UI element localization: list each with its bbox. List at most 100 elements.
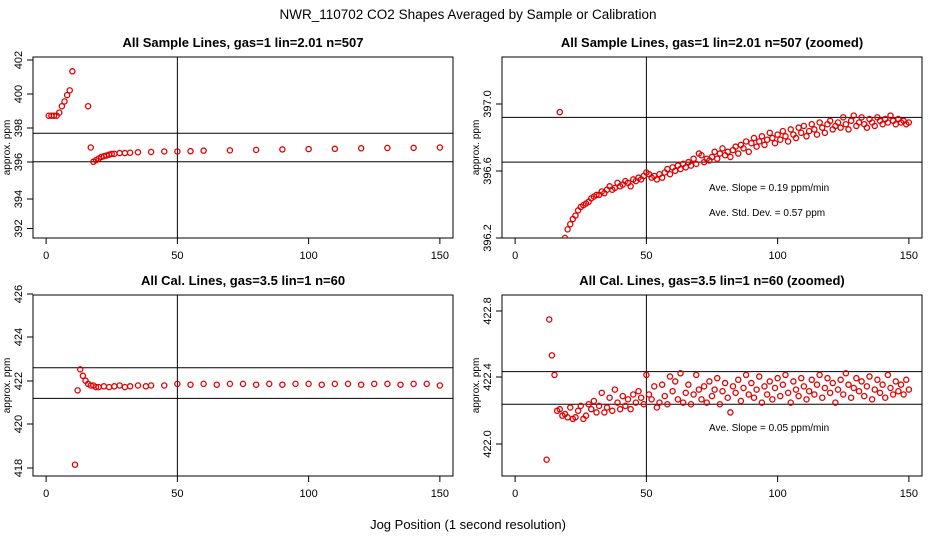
data-point: [829, 379, 837, 387]
data-point: [693, 160, 700, 168]
data-point: [840, 114, 847, 121]
plot-frame: [32, 294, 454, 477]
data-point: [798, 374, 805, 382]
x-tick-label: 50: [640, 488, 652, 500]
data-point: [819, 124, 826, 131]
data-point: [357, 145, 365, 152]
annotation-text: Ave. Std. Dev. = 0.57 ppm: [709, 208, 825, 219]
data-point: [410, 144, 417, 152]
data-point: [798, 129, 805, 137]
chart-panel-3: All Cal. Lines, gas=3.5 lin=1 n=60 0 50 100…: [2, 273, 454, 500]
data-point: [624, 396, 632, 403]
data-point: [61, 98, 68, 105]
data-point: [622, 402, 629, 410]
plot-frame: [501, 294, 923, 477]
data-point: [782, 133, 789, 140]
data-point: [436, 144, 444, 151]
data-point: [727, 409, 734, 416]
data-point: [758, 399, 766, 406]
data-point: [742, 371, 750, 379]
chart-panel-1: All Sample Lines, gas=1 lin=2.01 n=507 0 5…: [2, 35, 454, 262]
data-point: [598, 389, 606, 397]
data-point: [630, 391, 637, 398]
data-point: [160, 382, 168, 389]
data-point: [648, 396, 655, 403]
data-point: [305, 380, 312, 388]
x-tick-label: 0: [512, 250, 518, 262]
data-point: [74, 387, 81, 394]
figure-title: NWR_110702 CO2 Shapes Averaged by Sample…: [280, 7, 657, 22]
data-point: [703, 399, 711, 406]
data-point: [871, 122, 879, 130]
data-point: [834, 386, 842, 393]
data-point: [682, 389, 690, 397]
data-point: [868, 396, 876, 403]
data-point: [784, 389, 792, 397]
data-point: [370, 380, 378, 388]
data-point: [863, 124, 871, 131]
y-tick-label: 424: [13, 328, 25, 346]
data-point: [63, 91, 71, 99]
data-point: [887, 112, 894, 119]
data-point: [882, 394, 889, 401]
data-point: [567, 220, 574, 228]
data-point: [279, 146, 286, 153]
data-point: [637, 394, 645, 401]
data-point: [265, 380, 273, 388]
x-tick-label: 100: [299, 250, 317, 262]
point-layer: [543, 316, 913, 463]
data-point: [436, 382, 444, 389]
data-point: [279, 381, 286, 388]
data-point: [619, 392, 627, 400]
data-point: [905, 386, 913, 393]
data-point: [126, 149, 134, 156]
data-point: [708, 392, 716, 400]
data-point: [779, 381, 787, 388]
data-point: [837, 376, 844, 384]
data-point: [766, 129, 774, 137]
data-point: [779, 127, 787, 135]
data-point: [556, 405, 564, 413]
data-point: [546, 316, 553, 323]
data-point: [616, 405, 624, 413]
data-point: [84, 102, 92, 110]
data-point: [609, 407, 616, 415]
data-point: [889, 391, 897, 398]
data-point: [740, 384, 747, 392]
data-point: [756, 138, 763, 145]
y-tick-label: 426: [13, 285, 25, 303]
data-point: [711, 386, 718, 393]
data-point: [895, 387, 902, 395]
data-point: [900, 391, 907, 398]
data-point: [69, 68, 76, 75]
data-point: [832, 399, 839, 406]
data-point: [887, 384, 894, 392]
panel-title: All Sample Lines, gas=1 lin=2.01 n=507: [123, 35, 364, 50]
data-point: [845, 381, 852, 388]
data-point: [292, 380, 299, 388]
data-point: [716, 401, 724, 408]
data-point: [595, 402, 603, 410]
data-point: [840, 391, 847, 398]
data-point: [766, 378, 774, 385]
data-point: [357, 381, 365, 388]
data-point: [147, 148, 155, 156]
data-point: [147, 382, 155, 389]
y-tick-label: 396.6: [482, 157, 494, 185]
data-point: [685, 381, 692, 388]
data-point: [721, 379, 729, 387]
data-point: [803, 133, 810, 140]
data-point: [719, 387, 726, 395]
data-point: [735, 150, 742, 157]
data-point: [698, 152, 705, 159]
data-point: [640, 401, 648, 408]
data-point: [769, 396, 776, 403]
data-point: [777, 136, 784, 143]
annotation-text: Ave. Slope = 0.05 ppm/min: [709, 423, 829, 434]
data-point: [77, 366, 84, 373]
y-tick-label: 418: [13, 459, 25, 477]
data-point: [819, 394, 826, 401]
data-point: [200, 147, 207, 154]
data-point: [126, 383, 134, 390]
data-point: [853, 374, 860, 382]
